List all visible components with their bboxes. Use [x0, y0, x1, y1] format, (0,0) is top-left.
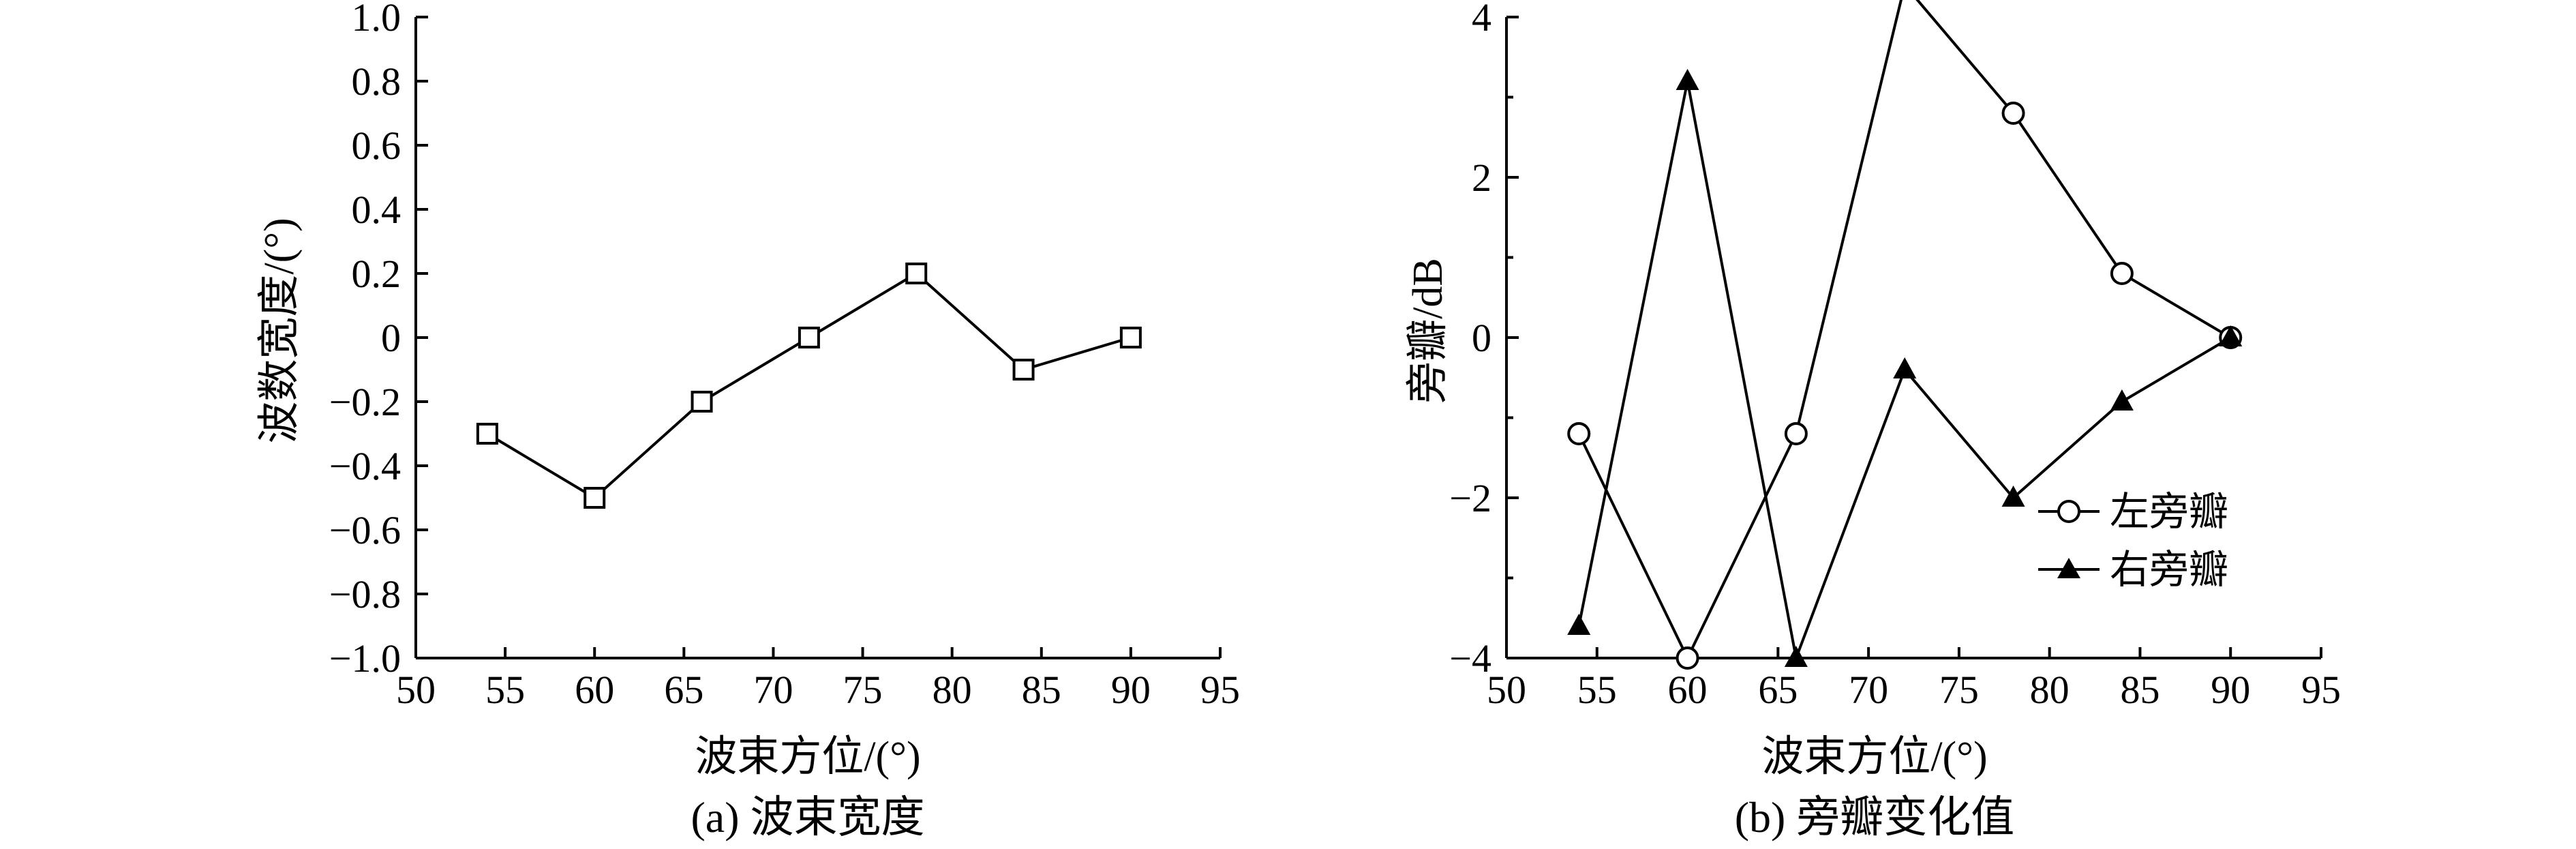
x-tick-label: 65: [664, 668, 703, 712]
data-point-triangle: [1893, 357, 1917, 378]
legend-label-left-sidelobe: 左旁瓣: [2110, 490, 2228, 534]
chart-b-sidelobe-change: 50 55 60 65 70 75 80 85 90 95 −4 −2 0 2 4 左旁瓣 右旁瓣 波束方…: [1405, 0, 2341, 841]
y-tick-label: 0.6: [352, 123, 401, 168]
series-line-0: [486, 271, 1132, 500]
data-point-circle: [2110, 262, 2134, 285]
data-point-square: [476, 423, 498, 445]
data-point-triangle: [2110, 389, 2134, 411]
x-tick-label: 50: [396, 668, 436, 712]
chart-b-y-ticks: −4 −2 0 2 4: [1449, 0, 1519, 681]
x-tick-label: 90: [2211, 668, 2250, 712]
data-point-circle: [1676, 646, 1699, 670]
y-tick-label: −0.6: [329, 508, 401, 552]
y-tick-label: 2: [1472, 155, 1491, 200]
chart-b-caption: (b) 旁瓣变化值: [1735, 793, 2015, 841]
data-point-circle: [1567, 422, 1591, 445]
x-tick-label: 55: [485, 668, 525, 712]
y-tick-label: −2: [1449, 476, 1491, 520]
data-point-square: [1012, 359, 1035, 381]
y-tick-label: −1.0: [329, 636, 401, 681]
chart-a-series: [476, 263, 1142, 509]
y-tick-label: 0: [381, 316, 401, 360]
x-tick-label: 75: [1939, 668, 1979, 712]
data-point-square: [691, 391, 713, 413]
data-point-triangle: [2219, 325, 2243, 346]
chart-a-beam-width: 50 55 60 65 70 75 80 85 90 95 −1.0 −0.8 −0.6 −0.4 −0.…: [256, 0, 1240, 841]
legend-item-left-sidelobe: 左旁瓣: [2038, 490, 2228, 534]
data-point-triangle: [2001, 486, 2025, 507]
chart-a-x-axis-title: 波束方位/(°): [695, 734, 920, 780]
x-tick-label: 85: [1022, 668, 1061, 712]
data-point-square: [1119, 327, 1142, 348]
x-tick-label: 95: [1200, 668, 1240, 712]
y-tick-label: 0: [1472, 316, 1491, 360]
data-point-circle: [1784, 422, 1808, 445]
chart-a-y-ticks: −1.0 −0.8 −0.6 −0.4 −0.2 0 0.2 0.4 0.6 0.8 1.0: [329, 0, 428, 681]
x-tick-label: 60: [575, 668, 614, 712]
data-point-triangle: [1784, 646, 1808, 667]
x-tick-label: 75: [843, 668, 883, 712]
y-tick-label: 0.2: [352, 252, 401, 296]
data-point-square: [905, 263, 928, 284]
data-point-triangle: [1567, 614, 1591, 635]
x-tick-label: 70: [753, 668, 793, 712]
y-tick-label: −0.2: [329, 380, 401, 424]
x-tick-label: 85: [2120, 668, 2160, 712]
x-tick-label: 80: [2030, 668, 2070, 712]
y-tick-label: 0.4: [352, 188, 401, 232]
x-tick-label: 90: [1111, 668, 1151, 712]
data-point-square: [798, 327, 820, 348]
legend-label-right-sidelobe: 右旁瓣: [2110, 548, 2228, 592]
x-tick-label: 95: [2301, 668, 2341, 712]
chart-b-y-axis-title: 旁瓣/dB: [1405, 258, 1451, 404]
y-tick-label: −0.8: [329, 572, 401, 616]
x-tick-label: 55: [1577, 668, 1617, 712]
data-point-circle: [2001, 102, 2025, 125]
data-point-square: [584, 487, 606, 509]
data-point-triangle: [1676, 69, 1699, 90]
chart-b-series: [1567, 0, 2243, 670]
x-tick-label: 80: [933, 668, 972, 712]
y-tick-label: 4: [1472, 0, 1491, 40]
y-tick-label: 0.8: [352, 59, 401, 104]
legend-item-right-sidelobe: 右旁瓣: [2038, 548, 2228, 592]
chart-a-y-axis-title: 波数宽度/(°): [256, 218, 303, 443]
chart-a-x-ticks: 50 55 60 65 70 75 80 85 90 95: [396, 647, 1240, 712]
x-tick-label: 65: [1758, 668, 1798, 712]
chart-b-legend: 左旁瓣 右旁瓣: [2038, 490, 2228, 592]
x-tick-label: 70: [1849, 668, 1888, 712]
chart-b-x-axis-title: 波束方位/(°): [1761, 734, 1987, 780]
x-tick-label: 60: [1668, 668, 1708, 712]
chart-b-x-ticks: 50 55 60 65 70 75 80 85 90 95: [1487, 647, 2341, 712]
y-tick-label: 1.0: [352, 0, 401, 40]
y-tick-label: −4: [1449, 636, 1491, 681]
chart-a-caption: (a) 波束宽度: [691, 793, 924, 841]
y-tick-label: −0.4: [329, 444, 401, 488]
x-tick-label: 50: [1487, 668, 1526, 712]
